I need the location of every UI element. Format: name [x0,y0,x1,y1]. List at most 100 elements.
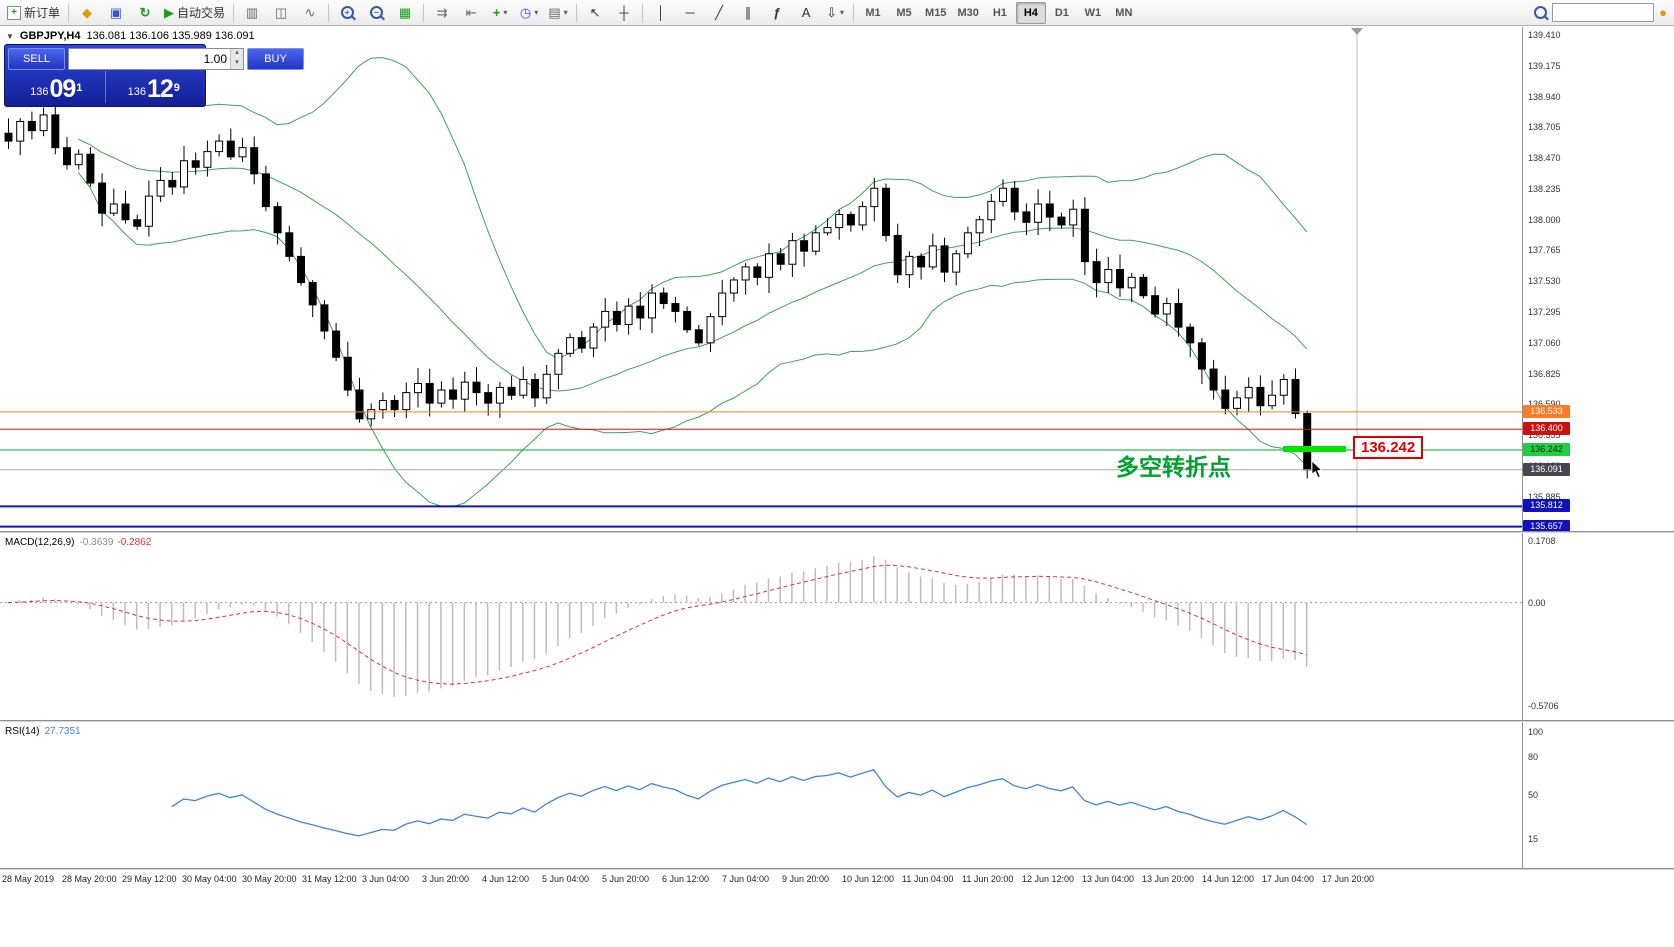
time-axis-label: 30 May 04:00 [182,874,237,884]
price-level-label: 136.242 [1523,443,1570,456]
rsi-axis-tick: 100 [1528,727,1544,737]
auto-scroll-button[interactable]: ⇉ [428,2,456,24]
trendline-icon: ╱ [715,5,723,20]
channel-button[interactable]: ∥ [734,2,762,24]
volume-up-icon[interactable]: ▴ [230,49,243,59]
main-chart-canvas[interactable] [0,27,1522,531]
turning-point-annotation: 多空转折点 [1116,454,1231,480]
crosshair-button[interactable]: ┼ [610,2,638,24]
community-icon: ● [1659,5,1667,20]
level-highlight-segment[interactable] [1283,446,1346,452]
indicators-button[interactable]: + ▾ [486,2,514,24]
horizontal-line-icon: ─ [685,5,695,20]
sell-price[interactable]: 136 09 1 [8,71,105,103]
buy-price-sup: 9 [173,82,180,94]
refresh-icon: ↻ [139,5,151,20]
price-axis-tick: 138.705 [1528,122,1561,133]
panel-separator[interactable] [0,720,1674,722]
vertical-line-button[interactable]: │ [647,2,675,24]
panel-separator[interactable] [0,868,1674,870]
chevron-down-icon: ▾ [563,8,568,17]
bar-chart-button[interactable]: ▥ [238,2,266,24]
favorites-button[interactable]: ◆ [73,2,101,24]
zoom-in-button[interactable]: + [333,2,361,24]
buy-button[interactable]: BUY [247,48,304,70]
timeframe-m15-button[interactable]: M15 [925,6,947,19]
periods-button[interactable]: ◷ ▾ [515,2,543,24]
cursor-button[interactable]: ↖ [581,2,609,24]
buy-price-big: 12 [146,75,174,103]
volume-down-icon[interactable]: ▾ [230,59,243,69]
panel-separator[interactable] [0,531,1674,533]
price-axis-tick: 138.235 [1528,183,1561,194]
time-axis-label: 12 Jun 12:00 [1022,874,1075,884]
tile-windows-button[interactable]: ▦ [391,2,419,24]
line-chart-icon: ∿ [304,5,316,20]
timeframe-d1-button[interactable]: D1 [1054,6,1069,19]
timeframe-m5-button[interactable]: M5 [896,6,912,19]
time-axis-label: 17 Jun 20:00 [1322,874,1375,884]
auto-scroll-icon: ⇉ [436,5,448,20]
favorites-icon: ◆ [82,5,93,20]
arrow-tool-button[interactable]: ⇩ ▾ [821,2,849,24]
time-axis-label: 6 Jun 12:00 [662,874,710,884]
rsi-panel-canvas[interactable] [0,722,1522,868]
timeframe-m1-button[interactable]: M1 [865,6,881,19]
chevron-down-icon: ▾ [534,8,539,17]
chevron-down-icon: ▾ [839,8,844,17]
indicators-icon: + [492,5,501,20]
timeframe-m30-button[interactable]: M30 [957,6,979,19]
time-axis-label: 28 May 2019 [2,874,55,884]
templates-button[interactable]: ▤ ▾ [544,2,572,24]
price-axis-tick: 137.295 [1528,307,1561,318]
chart-shift-button[interactable]: ⇤ [457,2,485,24]
timeframe-w1-button[interactable]: W1 [1084,6,1102,19]
auto-trading-play-icon: ▶ [164,5,175,20]
macd-panel-canvas[interactable] [0,533,1522,720]
price-axis-tick: 138.470 [1528,153,1561,164]
timeframe-h4-button[interactable]: H4 [1015,1,1046,24]
horizontal-line-button[interactable]: ─ [676,2,704,24]
price-axis-tick: 136.590 [1528,399,1561,409]
search-input[interactable] [1552,3,1655,22]
rsi-axis-tick: 80 [1528,752,1539,763]
candlestick-button[interactable]: ◫ [267,2,295,24]
volume-field: ▴ ▾ [68,48,244,70]
time-axis-label: 13 Jun 04:00 [1082,874,1135,884]
time-axis-label: 5 Jun 04:00 [542,874,590,884]
line-chart-button[interactable]: ∿ [296,2,324,24]
time-axis-label: 9 Jun 20:00 [782,874,830,884]
sell-button[interactable]: SELL [8,48,65,70]
price-axis[interactable]: 139.410 139.175 138.940 138.705 138.470 138.2… [1522,0,1674,890]
time-axis-label: 3 Jun 04:00 [362,874,410,884]
text-tool-button[interactable]: A [792,2,820,24]
auto-trading-button[interactable]: ▶ 自动交易 [160,2,229,24]
cursor-icon: ↖ [589,5,601,20]
search-icon [1534,6,1548,19]
toolbar-separator [68,3,70,22]
trendline-button[interactable]: ╱ [705,2,733,24]
price-axis-tick: 138.000 [1528,214,1561,225]
time-axis-label: 14 Jun 12:00 [1202,874,1255,884]
time-axis-label: 7 Jun 04:00 [722,874,770,884]
price-level-tag[interactable]: 136.242 [1353,436,1424,459]
one-click-collapse-icon[interactable]: ▼ [6,31,14,41]
clock-icon: ◷ [519,5,532,20]
volume-input[interactable] [69,49,230,69]
timeframe-h1-button[interactable]: H1 [992,6,1007,19]
sell-price-big: 09 [49,75,76,103]
arrow-tool-icon: ⇩ [826,5,837,20]
timeframe-mn-button[interactable]: MN [1115,6,1133,19]
data-window-button[interactable]: ▣ [102,2,130,24]
macd-axis-tick: 0.00 [1528,597,1546,608]
new-order-icon: + [7,5,21,20]
buy-price[interactable]: 136 12 9 [104,71,203,103]
price-axis-tick: 139.410 [1528,30,1561,40]
fibonacci-button[interactable]: ƒ [763,2,791,24]
refresh-button[interactable]: ↻ [131,2,159,24]
zoom-out-button[interactable]: − [362,2,390,24]
main-toolbar: + 新订单 ◆ ▣ ↻ ▶ 自动交易 ▥ ◫ ∿ + − ▦ ⇉ ⇤ + ▾ ◷ ▾… [0,0,1674,26]
new-order-button[interactable]: + 新订单 [3,2,64,24]
auto-trading-label: 自动交易 [177,6,226,20]
toolbar-separator [853,3,855,22]
